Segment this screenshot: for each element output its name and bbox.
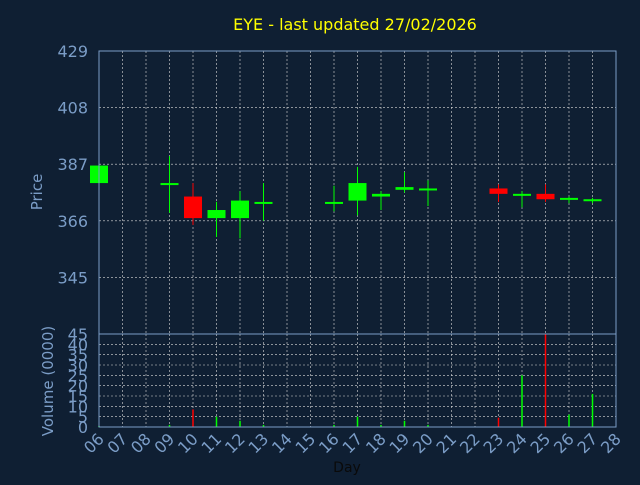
- volume-bar: [591, 393, 594, 427]
- volume-bar: [168, 424, 171, 427]
- price-y-tick: 429: [57, 42, 88, 61]
- volume-y-tick: 15: [68, 387, 88, 406]
- volume-bar: [192, 409, 194, 427]
- volume-y-tick: 10: [68, 397, 88, 416]
- volume-bar: [403, 420, 406, 427]
- x-tick-labels: 0607080910111213141516171819202122232425…: [80, 429, 625, 457]
- price-panel: 429 408 387 366 345 Price: [28, 42, 617, 335]
- volume-bar: [380, 424, 382, 427]
- volume-bar: [356, 416, 359, 427]
- volume-plot-frame: [98, 333, 617, 428]
- price-y-tick: 387: [57, 155, 88, 174]
- price-y-tick: 366: [57, 212, 88, 231]
- volume-bar: [215, 416, 218, 427]
- candle-body: [489, 188, 508, 194]
- candle-body: [348, 183, 367, 201]
- volume-bar: [427, 424, 429, 427]
- volume-y-tick: 20: [68, 377, 88, 396]
- volume-bar: [497, 417, 500, 427]
- candle-body: [325, 201, 343, 204]
- volume-axis-label: Volume (0000): [39, 326, 57, 436]
- volume-bar: [521, 375, 523, 427]
- volume-bar: [544, 334, 547, 427]
- price-candles: [90, 156, 602, 239]
- volume-bar: [568, 414, 570, 427]
- volume-y-tick: 45: [68, 325, 88, 344]
- volume-y-tick: 35: [68, 346, 88, 365]
- price-axis-label: Price: [28, 174, 46, 211]
- candle-body: [419, 188, 437, 191]
- candle-body: [207, 210, 226, 219]
- candle-body: [513, 193, 531, 196]
- volume-bar: [333, 424, 335, 427]
- candle-body: [254, 201, 273, 204]
- candle-body: [231, 200, 249, 219]
- candle-body: [583, 199, 602, 202]
- candle-body: [395, 187, 414, 190]
- candle-body: [536, 193, 555, 200]
- volume-y-tick: 30: [68, 356, 88, 375]
- volume-bar: [239, 420, 241, 427]
- candle-body: [184, 196, 202, 219]
- volume-y-tick: 5: [78, 408, 88, 427]
- candle-body: [160, 183, 179, 186]
- price-y-tick-labels: 429 408 387 366 345: [57, 42, 88, 287]
- x-axis-label: Day: [333, 460, 361, 476]
- price-y-tick: 345: [57, 268, 88, 287]
- volume-y-tick: 40: [68, 335, 88, 354]
- volume-bar: [262, 424, 265, 427]
- price-y-tick: 408: [57, 99, 88, 118]
- chart-title: EYE - last updated 27/02/2026: [233, 15, 477, 34]
- volume-y-tick: 0: [78, 418, 88, 437]
- volume-bars: [98, 334, 594, 427]
- candle-body: [560, 197, 578, 200]
- candle-body: [372, 193, 390, 197]
- volume-y-tick: 25: [68, 366, 88, 385]
